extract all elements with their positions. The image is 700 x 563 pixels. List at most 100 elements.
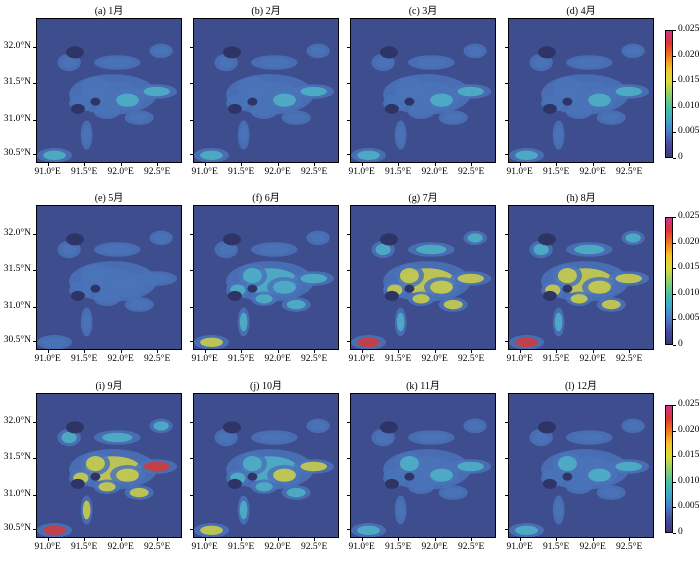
lat-tick-label: 31.5°N	[3, 77, 31, 88]
map-panel-11: (k) 11月 91.0°E 91.5°E 92.0°E 92.5°E	[347, 377, 496, 562]
value-region	[357, 150, 380, 161]
value-region	[399, 456, 419, 472]
lake	[562, 472, 573, 481]
value-region	[116, 468, 139, 482]
lake	[90, 472, 101, 481]
panel-title: (j) 10月	[250, 381, 282, 392]
colorbar-tick-label: 0.010	[678, 287, 700, 298]
lat-tick	[347, 422, 350, 423]
lat-tick	[505, 83, 508, 85]
value-region	[399, 81, 419, 97]
lat-tick	[505, 234, 508, 235]
lat-tick	[190, 422, 193, 423]
colorbar-tick-label: 0.015	[678, 262, 700, 273]
lake	[404, 472, 415, 481]
lake	[247, 472, 258, 481]
value-region	[273, 93, 296, 107]
lon-tick-label: 91.5°E	[228, 354, 255, 364]
lat-tick	[190, 341, 193, 343]
value-region	[574, 244, 605, 255]
lon-tick	[629, 538, 631, 541]
lon-tick	[241, 163, 243, 166]
colorbar-tick-label: 0.005	[678, 501, 700, 512]
value-region	[129, 299, 149, 310]
lat-tick	[347, 306, 350, 308]
panel-title: (k) 11月	[406, 381, 440, 392]
lon-tick-label: 91.5°E	[385, 354, 412, 364]
lake	[90, 284, 101, 293]
heatmap	[36, 393, 182, 538]
value-region	[588, 280, 611, 294]
colorbar-tick	[673, 106, 676, 108]
value-region	[615, 273, 643, 284]
lon-tick-label: 92.0°E	[107, 354, 134, 364]
lon-tick	[277, 538, 279, 541]
lon-tick	[241, 350, 243, 353]
value-region	[457, 273, 485, 284]
lon-tick	[157, 163, 159, 166]
lat-tick	[505, 306, 508, 308]
lon-tick-label: 92.0°E	[264, 542, 291, 552]
value-region	[570, 294, 588, 304]
value-region	[588, 468, 611, 482]
colorbar-tick	[673, 533, 676, 534]
colorbar-tick	[673, 293, 676, 295]
value-region	[43, 337, 66, 348]
lon-tick	[361, 163, 363, 166]
heatmap	[193, 393, 339, 538]
value-region	[515, 337, 538, 348]
map-panel-9: (i) 9月 32.0°N 31.5°N 31.0°N 30.5°N 91.0°E 91.5…	[4, 377, 182, 562]
panel-title: (c) 3月	[408, 6, 438, 17]
panel-title: (f) 6月	[252, 193, 280, 204]
lat-tick	[33, 83, 36, 85]
lat-tick	[190, 154, 193, 156]
value-region	[625, 46, 641, 56]
value-region	[412, 107, 430, 117]
lon-tick-label: 92.5°E	[458, 354, 485, 364]
lon-tick	[204, 163, 206, 166]
value-region	[85, 268, 105, 284]
value-region	[615, 86, 643, 97]
value-region	[310, 421, 326, 431]
value-region	[467, 421, 483, 431]
heatmap	[36, 18, 182, 163]
value-region	[153, 421, 169, 431]
value-region	[399, 268, 419, 284]
lat-tick-label: 30.5°N	[3, 335, 31, 346]
lake	[562, 97, 573, 106]
lon-tick	[556, 538, 558, 541]
value-region	[286, 487, 306, 498]
value-region	[570, 482, 588, 492]
value-region	[588, 93, 611, 107]
value-region	[43, 150, 66, 161]
value-region	[242, 268, 262, 284]
lon-tick-label: 92.0°E	[264, 167, 291, 177]
lake	[404, 284, 415, 293]
value-region	[443, 487, 463, 498]
value-region	[430, 280, 453, 294]
lat-tick	[33, 529, 36, 531]
lon-tick	[314, 163, 316, 166]
lon-tick-label: 92.5°E	[301, 167, 328, 177]
lon-tick	[204, 350, 206, 353]
value-region	[98, 294, 116, 304]
colorbar-tick-label: 0.025	[678, 399, 700, 409]
lat-tick	[347, 458, 350, 460]
map-panel-5: (e) 5月 32.0°N 31.5°N 31.0°N 30.5°N 91.0°E 91.5…	[4, 189, 182, 374]
lat-tick	[33, 422, 36, 423]
heatmap	[350, 205, 496, 350]
lon-tick-label: 92.0°E	[107, 167, 134, 177]
lat-tick	[505, 154, 508, 156]
lake	[90, 97, 101, 106]
value-region	[574, 432, 605, 443]
lake	[247, 97, 258, 106]
value-region	[102, 244, 133, 255]
value-region	[218, 243, 234, 256]
colorbar-tick-label: 0.005	[678, 313, 700, 324]
map-panel-7: (g) 7月 91.0°E 91.5°E 92.0°E 92.5°E	[347, 189, 496, 374]
colorbar-tick-label: 0	[678, 527, 683, 537]
lon-tick	[519, 538, 521, 541]
lat-tick	[190, 270, 193, 272]
value-region	[286, 112, 306, 123]
lon-tick-label: 91.5°E	[543, 542, 570, 552]
